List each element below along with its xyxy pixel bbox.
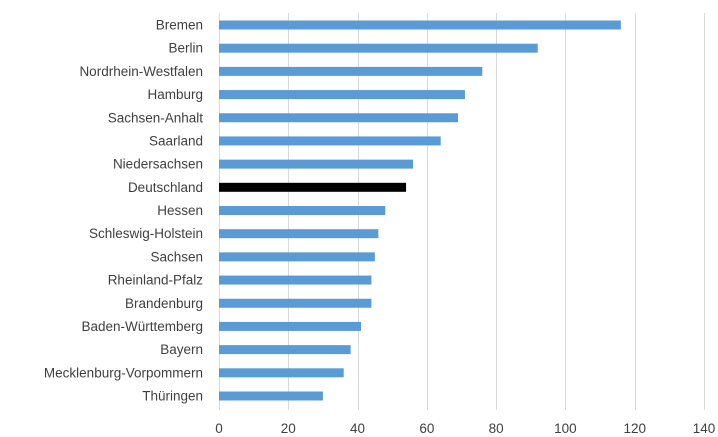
category-label: Sachsen-Anhalt xyxy=(108,110,204,125)
x-tick-label: 140 xyxy=(693,421,716,436)
bar-niedersachsen xyxy=(219,159,413,169)
x-tick-label: 100 xyxy=(554,421,577,436)
category-label: Baden-Württemberg xyxy=(81,319,203,334)
category-label: Schleswig-Holstein xyxy=(89,226,203,241)
x-tick-label: 60 xyxy=(419,421,434,436)
bar-baden-württemberg xyxy=(219,321,362,331)
bar-rheinland-pfalz xyxy=(219,275,372,285)
category-label: Berlin xyxy=(168,41,203,56)
bar-thüringen xyxy=(219,391,323,401)
category-label: Mecklenburg-Vorpommern xyxy=(44,365,203,380)
bar-hamburg xyxy=(219,90,465,100)
x-tick-label: 120 xyxy=(623,421,646,436)
category-label: Bremen xyxy=(156,18,203,33)
category-label: Deutschland xyxy=(128,180,203,195)
bar-saarland xyxy=(219,136,441,146)
bar-deutschland xyxy=(219,182,407,192)
x-tick-label: 0 xyxy=(215,421,223,436)
category-label: Thüringen xyxy=(142,389,203,404)
category-label: Hessen xyxy=(157,203,203,218)
category-label: Brandenburg xyxy=(125,296,203,311)
bars xyxy=(219,20,621,401)
x-tick-label: 80 xyxy=(489,421,504,436)
category-label: Sachsen xyxy=(150,249,203,264)
x-tick-label: 40 xyxy=(350,421,365,436)
bar-sachsen xyxy=(219,252,375,262)
category-label: Rheinland-Pfalz xyxy=(108,273,204,288)
category-label: Nordrhein-Westfalen xyxy=(79,64,203,79)
category-label: Bayern xyxy=(160,342,203,357)
bar-sachsen-anhalt xyxy=(219,113,459,123)
category-labels: Bremen Berlin Nordrhein-Westfalen Hamburg Sa… xyxy=(44,18,203,404)
bar-hessen xyxy=(219,206,386,215)
x-axis-tick-labels: 0 20 40 60 80 100 120 140 xyxy=(215,421,715,436)
bar-berlin xyxy=(219,43,538,53)
bar-schleswig-holstein xyxy=(219,229,379,239)
x-tick-label: 20 xyxy=(281,421,296,436)
category-label: Saarland xyxy=(149,133,203,148)
bar-nordrhein-westfalen xyxy=(219,66,483,76)
bar-mecklenburg-vorpommern xyxy=(219,368,344,378)
category-label: Hamburg xyxy=(147,87,203,102)
category-label: Niedersachsen xyxy=(113,157,203,172)
bar-bayern xyxy=(219,345,351,355)
bar-bremen xyxy=(219,20,621,30)
bar-brandenburg xyxy=(219,298,372,308)
